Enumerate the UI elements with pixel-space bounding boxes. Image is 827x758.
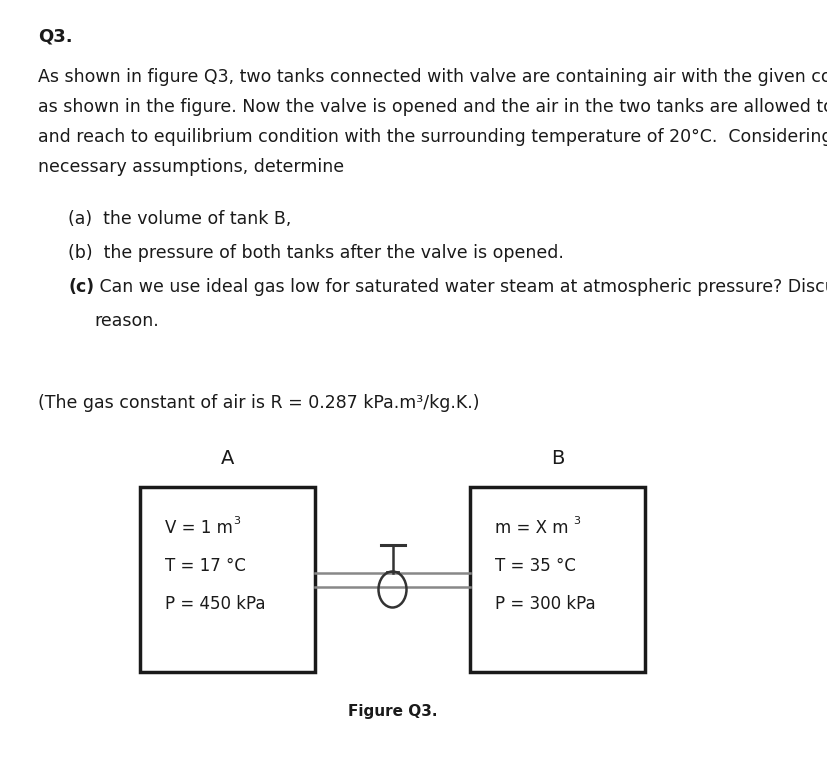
Text: (b)  the pressure of both tanks after the valve is opened.: (b) the pressure of both tanks after the…: [68, 244, 564, 262]
Text: B: B: [551, 449, 564, 468]
Text: T = 17 °C: T = 17 °C: [165, 557, 246, 575]
Text: necessary assumptions, determine: necessary assumptions, determine: [38, 158, 344, 176]
Text: as shown in the figure. Now the valve is opened and the air in the two tanks are: as shown in the figure. Now the valve is…: [38, 98, 827, 116]
Text: As shown in figure Q3, two tanks connected with valve are containing air with th: As shown in figure Q3, two tanks connect…: [38, 68, 827, 86]
Text: (c): (c): [68, 278, 94, 296]
Text: Q3.: Q3.: [38, 28, 73, 46]
Text: (a)  the volume of tank B,: (a) the volume of tank B,: [68, 210, 291, 228]
Text: and reach to equilibrium condition with the surrounding temperature of 20°C.  Co: and reach to equilibrium condition with …: [38, 128, 827, 146]
Text: m = X m: m = X m: [495, 519, 568, 537]
Text: 3: 3: [573, 516, 580, 526]
Text: reason.: reason.: [94, 312, 159, 330]
Text: T = 35 °C: T = 35 °C: [495, 557, 576, 575]
Bar: [470, 487, 645, 672]
Text: P = 450 kPa: P = 450 kPa: [165, 595, 265, 613]
Text: P = 300 kPa: P = 300 kPa: [495, 595, 595, 613]
Text: (The gas constant of air is R = 0.287 kPa.m³/kg.K.): (The gas constant of air is R = 0.287 kP…: [38, 394, 480, 412]
Text: Figure Q3.: Figure Q3.: [347, 704, 437, 719]
Text: 3: 3: [233, 516, 240, 526]
Text: Can we use ideal gas low for saturated water steam at atmospheric pressure? Disc: Can we use ideal gas low for saturated w…: [94, 278, 827, 296]
Bar: [140, 487, 315, 672]
Text: V = 1 m: V = 1 m: [165, 519, 233, 537]
Text: A: A: [221, 449, 234, 468]
